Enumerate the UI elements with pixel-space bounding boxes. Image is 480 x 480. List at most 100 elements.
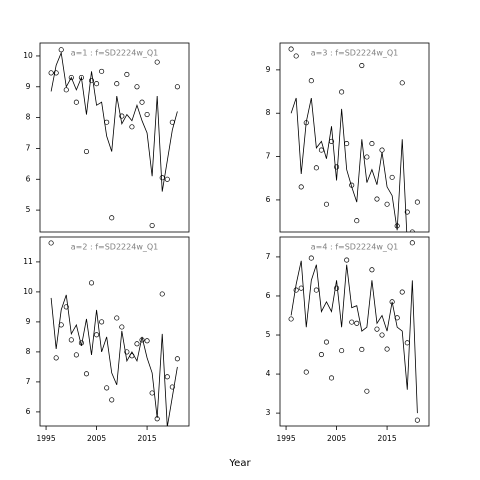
data-point (119, 324, 125, 330)
data-point (303, 120, 309, 126)
data-point (344, 141, 350, 147)
data-point (394, 223, 400, 229)
data-point (48, 70, 54, 76)
data-point (174, 84, 180, 90)
data-point (298, 285, 304, 291)
data-point (164, 176, 170, 182)
data-point (78, 74, 84, 81)
data-point (379, 332, 385, 338)
data-point (58, 322, 64, 328)
data-point (58, 47, 64, 53)
data-point (409, 229, 415, 232)
y-tick-label: 7 (266, 152, 271, 161)
data-point (369, 141, 375, 147)
data-point (129, 353, 135, 359)
data-point (139, 337, 145, 343)
data-point (404, 340, 410, 346)
data-point (374, 326, 380, 332)
data-point (139, 99, 145, 105)
data-point (154, 416, 160, 422)
x-tick-label: 1995 (37, 434, 56, 443)
panel-border (39, 42, 190, 233)
data-point (159, 291, 165, 297)
data-point (339, 89, 345, 95)
data-point (384, 201, 390, 207)
plot-area (48, 47, 180, 229)
data-point (349, 182, 355, 188)
y-tick-label: 7 (26, 143, 31, 152)
data-point (154, 59, 160, 65)
panel-border (279, 236, 430, 427)
data-point (399, 80, 405, 86)
data-point (394, 315, 400, 321)
y-tick-label: 4 (266, 369, 271, 378)
data-point (293, 287, 299, 293)
data-point (129, 124, 135, 130)
data-point (169, 119, 175, 125)
data-point (313, 287, 319, 293)
y-tick-label: 10 (23, 287, 33, 296)
data-point (149, 390, 155, 396)
y-tick-label: 6 (26, 174, 31, 183)
data-point (318, 147, 324, 153)
data-point (323, 339, 330, 345)
x-axis-label: Year (228, 458, 251, 469)
data-point (288, 316, 294, 322)
y-tick-label: 8 (26, 347, 31, 356)
data-point (364, 388, 370, 394)
y-tick-label: 7 (26, 377, 31, 386)
data-point (359, 346, 365, 353)
data-point (389, 174, 395, 180)
data-point (144, 111, 150, 118)
plot-area (288, 46, 420, 232)
x-tick-label: 2005 (87, 434, 106, 443)
y-tick-label: 5 (26, 205, 31, 214)
data-point (104, 119, 110, 125)
data-point (149, 222, 155, 229)
data-point (124, 71, 130, 77)
strip-label: a=1 : f=SD2224w_Q1 (71, 49, 159, 58)
data-point (313, 165, 319, 171)
data-point (73, 352, 79, 358)
data-point (308, 255, 314, 261)
panel-border (279, 42, 430, 233)
fit-line (290, 260, 418, 414)
data-point (364, 154, 370, 160)
y-tick-label: 7 (266, 252, 271, 261)
y-tick-label: 9 (266, 65, 271, 74)
data-point (94, 332, 100, 338)
data-point (164, 374, 170, 380)
data-point (73, 99, 79, 105)
data-point (344, 257, 350, 263)
y-tick-label: 6 (266, 195, 271, 204)
data-point (159, 175, 165, 181)
data-point (88, 280, 95, 286)
data-point (318, 351, 324, 358)
data-point (354, 320, 360, 326)
data-point (53, 70, 59, 76)
y-tick-label: 11 (23, 257, 33, 266)
data-point (94, 81, 100, 87)
data-point (379, 147, 385, 153)
data-point (339, 348, 345, 354)
data-point (349, 319, 355, 325)
strip-label: a=3 : f=SD2224w_Q1 (311, 49, 399, 58)
y-tick-label: 8 (26, 113, 31, 122)
data-point (53, 355, 59, 361)
data-point (68, 337, 74, 343)
y-tick-label: 10 (23, 51, 33, 60)
data-point (334, 164, 340, 170)
panel-border (39, 236, 190, 427)
y-tick-label: 3 (266, 408, 271, 417)
data-point (169, 384, 175, 390)
data-point (88, 78, 95, 84)
data-point (78, 340, 84, 346)
y-tick-label: 9 (26, 317, 31, 326)
data-point (328, 375, 335, 381)
data-point (109, 397, 115, 403)
data-point (104, 385, 110, 391)
fit-line (50, 294, 178, 426)
data-point (83, 148, 90, 155)
y-tick-label: 6 (26, 407, 31, 416)
